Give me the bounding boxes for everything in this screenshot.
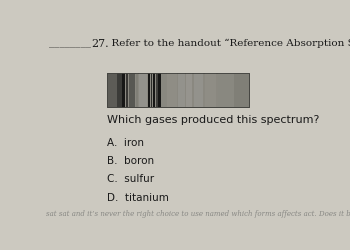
Bar — [205, 73, 216, 107]
Bar — [167, 73, 177, 107]
Bar — [117, 73, 121, 107]
Text: sat sat and it’s never the right choice to use named which forms affects act. Do: sat sat and it’s never the right choice … — [47, 210, 350, 218]
Bar — [156, 73, 158, 107]
Bar — [136, 73, 138, 107]
Bar — [194, 73, 203, 107]
Bar — [130, 73, 135, 107]
Bar — [107, 73, 248, 107]
Text: Refer to the handout “Reference Absorption Spectra.”: Refer to the handout “Reference Absorpti… — [105, 39, 350, 48]
Text: 27.: 27. — [91, 39, 109, 49]
Text: C.  sulfur: C. sulfur — [107, 174, 155, 184]
Bar — [161, 73, 166, 107]
Text: Which gases produced this spectrum?: Which gases produced this spectrum? — [107, 115, 320, 125]
Text: D.  titanium: D. titanium — [107, 193, 169, 203]
Bar — [121, 73, 125, 107]
Text: B.  boron: B. boron — [107, 156, 155, 166]
Text: A.  iron: A. iron — [107, 138, 145, 148]
Text: ________: ________ — [49, 39, 91, 48]
Bar — [158, 73, 161, 107]
Bar — [151, 73, 152, 107]
Bar — [153, 73, 155, 107]
Bar — [139, 73, 147, 107]
Bar — [126, 73, 128, 107]
Bar — [107, 73, 248, 107]
Bar — [107, 73, 117, 107]
Bar — [187, 73, 192, 107]
Bar — [234, 73, 248, 107]
Bar — [148, 73, 150, 107]
Bar — [178, 73, 185, 107]
Bar — [217, 73, 234, 107]
